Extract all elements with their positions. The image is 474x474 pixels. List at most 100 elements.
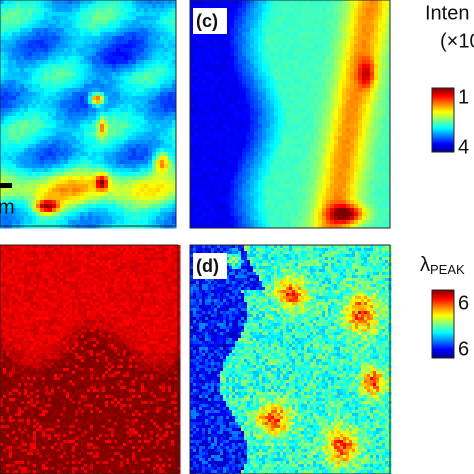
heatmap-cell bbox=[156, 56, 161, 61]
heatmap-cell bbox=[386, 176, 391, 181]
heatmap-cell bbox=[190, 4, 195, 9]
heatmap-cell bbox=[136, 208, 141, 213]
heatmap-cell bbox=[258, 24, 263, 29]
heatmap-cell bbox=[140, 28, 145, 33]
heatmap-cell bbox=[152, 88, 157, 93]
heatmap-cell bbox=[366, 28, 371, 33]
heatmap-cell bbox=[374, 12, 379, 17]
heatmap-cell bbox=[298, 72, 303, 77]
heatmap-cell bbox=[116, 32, 121, 37]
heatmap-cell bbox=[262, 176, 267, 181]
heatmap-cell bbox=[374, 172, 379, 177]
heatmap-cell bbox=[234, 164, 239, 169]
heatmap-cell bbox=[72, 156, 77, 161]
heatmap-cell bbox=[302, 112, 307, 117]
heatmap-cell bbox=[374, 176, 379, 181]
heatmap-cell bbox=[230, 176, 235, 181]
heatmap-cell bbox=[246, 140, 251, 145]
heatmap-cell bbox=[4, 100, 9, 105]
heatmap-cell bbox=[234, 156, 239, 161]
heatmap-cell bbox=[242, 56, 247, 61]
heatmap-cell bbox=[0, 220, 5, 225]
heatmap-cell bbox=[298, 132, 303, 137]
heatmap-cell bbox=[302, 136, 307, 141]
heatmap-cell bbox=[96, 96, 101, 101]
heatmap-cell bbox=[322, 148, 327, 153]
heatmap-cell bbox=[238, 176, 243, 181]
heatmap-cell bbox=[258, 0, 263, 5]
heatmap-cell bbox=[202, 152, 207, 157]
heatmap-cell bbox=[290, 72, 295, 77]
heatmap-cell bbox=[32, 20, 37, 25]
heatmap-cell bbox=[314, 156, 319, 161]
heatmap-cell bbox=[354, 96, 359, 101]
heatmap-cell bbox=[294, 60, 299, 65]
heatmap-cell bbox=[306, 196, 311, 201]
heatmap-cell bbox=[262, 76, 267, 81]
heatmap-cell bbox=[350, 96, 355, 101]
heatmap-cell bbox=[172, 208, 177, 213]
heatmap-cell bbox=[278, 136, 283, 141]
heatmap-cell bbox=[298, 176, 303, 181]
heatmap-cell bbox=[298, 140, 303, 145]
heatmap-cell bbox=[140, 16, 145, 21]
heatmap-cell bbox=[88, 16, 93, 21]
heatmap-cell bbox=[346, 120, 351, 125]
heatmap-cell bbox=[374, 100, 379, 105]
heatmap-cell bbox=[378, 16, 383, 21]
heatmap-cell bbox=[230, 156, 235, 161]
heatmap-cell bbox=[72, 72, 77, 77]
heatmap-cell bbox=[330, 88, 335, 93]
heatmap-cell bbox=[242, 44, 247, 49]
heatmap-cell bbox=[322, 188, 327, 193]
heatmap-cell bbox=[60, 196, 65, 201]
heatmap-cell bbox=[222, 120, 227, 125]
heatmap-cell bbox=[40, 64, 45, 69]
heatmap-cell bbox=[0, 104, 5, 109]
heatmap-cell bbox=[120, 128, 125, 133]
heatmap-cell bbox=[218, 104, 223, 109]
heatmap-cell bbox=[370, 76, 375, 81]
heatmap-cell bbox=[358, 164, 363, 169]
heatmap-cell bbox=[354, 24, 359, 29]
heatmap-cell bbox=[104, 36, 109, 41]
heatmap-cell bbox=[80, 72, 85, 77]
heatmap-cell bbox=[68, 172, 73, 177]
heatmap-cell bbox=[358, 176, 363, 181]
heatmap-cell bbox=[314, 0, 319, 5]
heatmap-cell bbox=[334, 108, 339, 113]
heatmap-cell bbox=[190, 152, 195, 157]
heatmap-cell bbox=[112, 180, 117, 185]
heatmap-cell bbox=[274, 120, 279, 125]
heatmap-cell bbox=[100, 144, 105, 149]
heatmap-cell bbox=[92, 36, 97, 41]
heatmap-cell bbox=[32, 156, 37, 161]
heatmap-cell bbox=[258, 40, 263, 45]
heatmap-cell bbox=[338, 116, 343, 121]
heatmap-cell bbox=[160, 12, 165, 17]
heatmap-cell bbox=[230, 92, 235, 97]
heatmap-cell bbox=[100, 116, 105, 121]
heatmap-cell bbox=[278, 92, 283, 97]
heatmap-cell bbox=[242, 108, 247, 113]
heatmap-cell bbox=[270, 124, 275, 129]
heatmap-cell bbox=[238, 68, 243, 73]
heatmap-cell bbox=[144, 12, 149, 17]
heatmap-cell bbox=[16, 12, 21, 17]
heatmap-cell bbox=[282, 136, 287, 141]
heatmap-cell bbox=[88, 200, 93, 205]
heatmap-cell bbox=[96, 160, 101, 165]
heatmap-cell bbox=[112, 16, 117, 21]
heatmap-cell bbox=[298, 148, 303, 153]
heatmap-cell bbox=[124, 56, 129, 61]
heatmap-cell bbox=[28, 56, 33, 61]
heatmap-cell bbox=[96, 172, 101, 177]
heatmap-cell bbox=[120, 80, 125, 85]
heatmap-cell bbox=[156, 156, 161, 161]
heatmap-cell bbox=[262, 140, 267, 145]
heatmap-cell bbox=[120, 16, 125, 21]
heatmap-cell bbox=[4, 164, 9, 169]
heatmap-cell bbox=[32, 124, 37, 129]
heatmap-cell bbox=[72, 204, 77, 209]
heatmap-cell bbox=[230, 184, 235, 189]
